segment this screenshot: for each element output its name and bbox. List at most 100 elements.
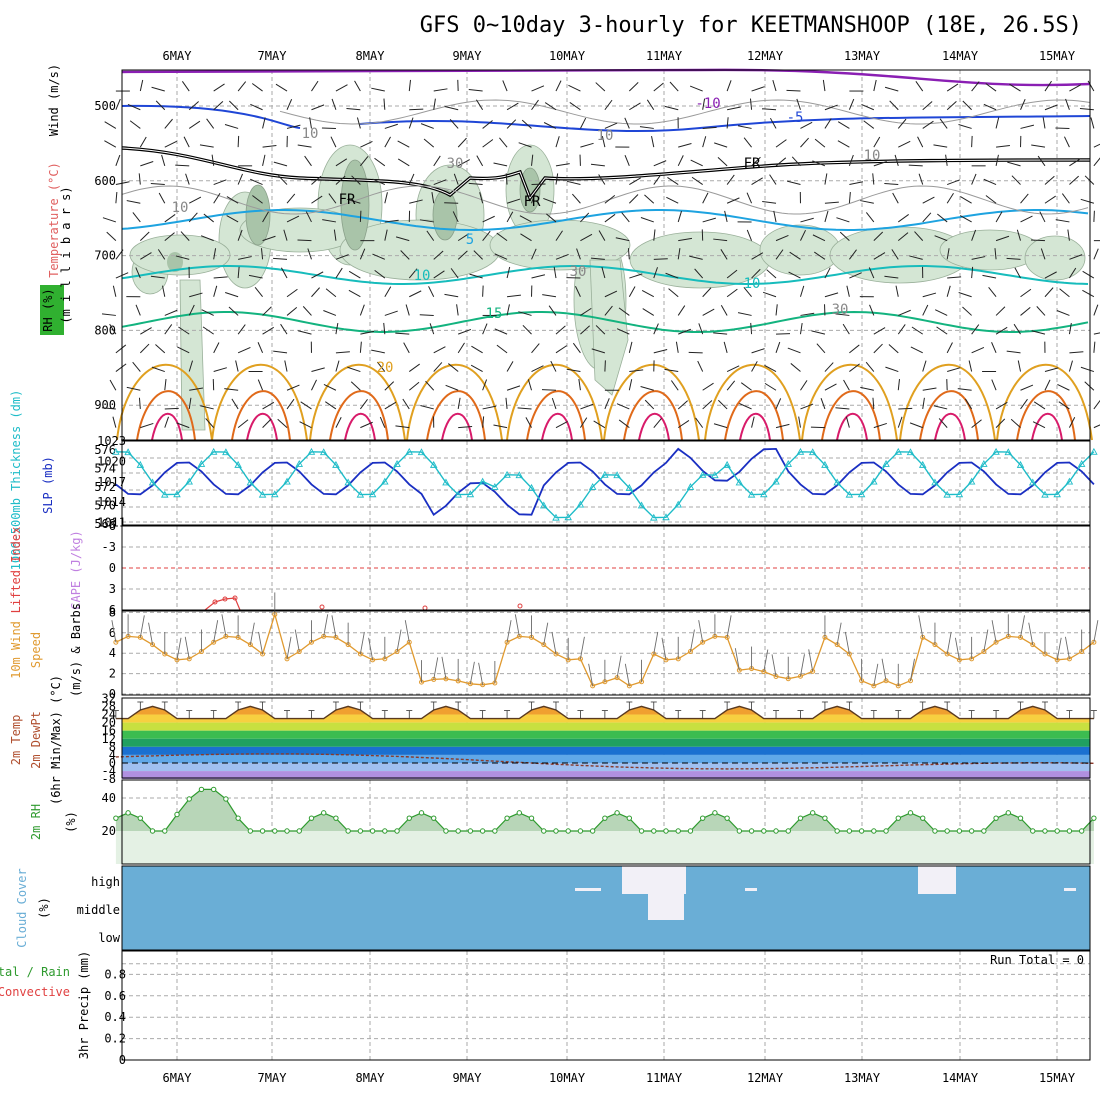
wind-barb [445,384,459,391]
wind-barb [702,287,712,298]
lifted-index-series [204,597,241,611]
wind-barb [572,342,581,354]
wind-barb [311,271,324,279]
wind-barb [307,248,312,260]
wind-barb [677,420,690,429]
wind10m-barb [213,620,219,643]
wind-barb [522,324,532,335]
wind-barb [104,140,117,148]
wind-barb [275,83,288,92]
wind-barb [164,214,176,223]
wind-barb [359,399,368,410]
temp-tick: 8 [109,740,116,754]
wind-barb [550,360,557,372]
wind-barb [106,231,117,242]
wind-barb [820,398,826,410]
wind-barb [837,140,850,148]
wind-barb [762,200,777,204]
wind-barb [518,311,532,316]
rh2m-point [614,810,620,816]
wind-barb [702,308,715,316]
wind-barb [868,267,875,279]
wind-barb [252,195,263,204]
rh2m-point [345,828,351,834]
wind-barb [213,342,220,354]
thickness-point [503,470,511,478]
wind-barb [384,310,398,316]
wind-barb [164,118,173,129]
thickness-point [1090,447,1098,455]
wind-barb [678,328,692,335]
upper-panel-frame [121,69,1091,441]
wind-barb [1084,175,1095,185]
wind-barb [653,160,667,167]
thickness-point [784,459,793,467]
wind-barb [226,215,239,223]
wind-barb [762,108,777,111]
wind-barb [909,422,923,429]
wind-barb [506,198,521,204]
wind-barb [384,192,388,204]
wind-barb [816,343,826,354]
precip-tick: 0.2 [104,1032,126,1046]
thickness-point [1065,477,1074,485]
wind-barb [772,79,777,92]
wind-barb [666,196,679,204]
wind-barb [161,154,166,166]
wind-barb [947,276,962,279]
wind-barb [994,248,997,260]
thickness-point [723,460,731,468]
rh2m-point [272,828,278,834]
wind-barb [946,248,950,260]
wind-barb [449,118,459,129]
wind-barb [506,119,517,129]
rh2m-point [1017,815,1024,821]
wind-barb [580,212,590,223]
wind-barb [1058,401,1070,410]
lifted-index-point [232,595,238,601]
wind-barb [739,403,752,410]
wind-barb [286,384,300,391]
wind-barb [702,136,707,148]
wind-barb [408,363,420,372]
rh2m-point [418,810,425,816]
slp-tick: 1011 [97,516,126,530]
temp-band [122,754,1090,763]
rh-tick: 20 [102,824,116,838]
rh2m-point [761,828,767,834]
wind-barb [237,266,240,279]
date-label-bottom: 12MAY [747,1071,784,1085]
rh-shade [589,259,629,396]
rh2m-point [431,815,437,821]
wind-barb [157,249,166,260]
thickness-point [161,490,169,498]
wind-barb [470,364,483,372]
wind-barb [444,106,459,111]
wind-barb [959,215,972,223]
cloud-gap [918,866,956,894]
wind-barb [580,403,594,410]
wind-barb [575,286,581,297]
lifted-index-tick: -3 [102,540,116,554]
thickness-point [319,448,328,456]
wind-barb [898,309,911,316]
thickness-point [613,471,621,479]
wind-barb [629,273,643,279]
thickness-point [955,490,964,498]
wind-barb [286,98,293,110]
rh2m-units-label: (%) [64,811,78,833]
wind-barb [164,416,169,428]
wind-barb [653,323,659,335]
wind10m-barb [359,631,365,655]
wind-barb [360,421,373,429]
wind-barb [962,306,972,316]
chart-title: GFS 0~10day 3-hourly for KEETMANSHOOP (1… [420,13,1082,38]
wind-barb [822,79,826,92]
thickness-point [711,471,719,479]
date-label-bottom: 7MAY [258,1071,288,1085]
wind-barb [947,367,961,373]
wind-barb [354,80,361,92]
thickness-point [209,447,218,455]
lifted-index-tick: 0 [109,561,116,575]
wind-barb [769,117,777,129]
